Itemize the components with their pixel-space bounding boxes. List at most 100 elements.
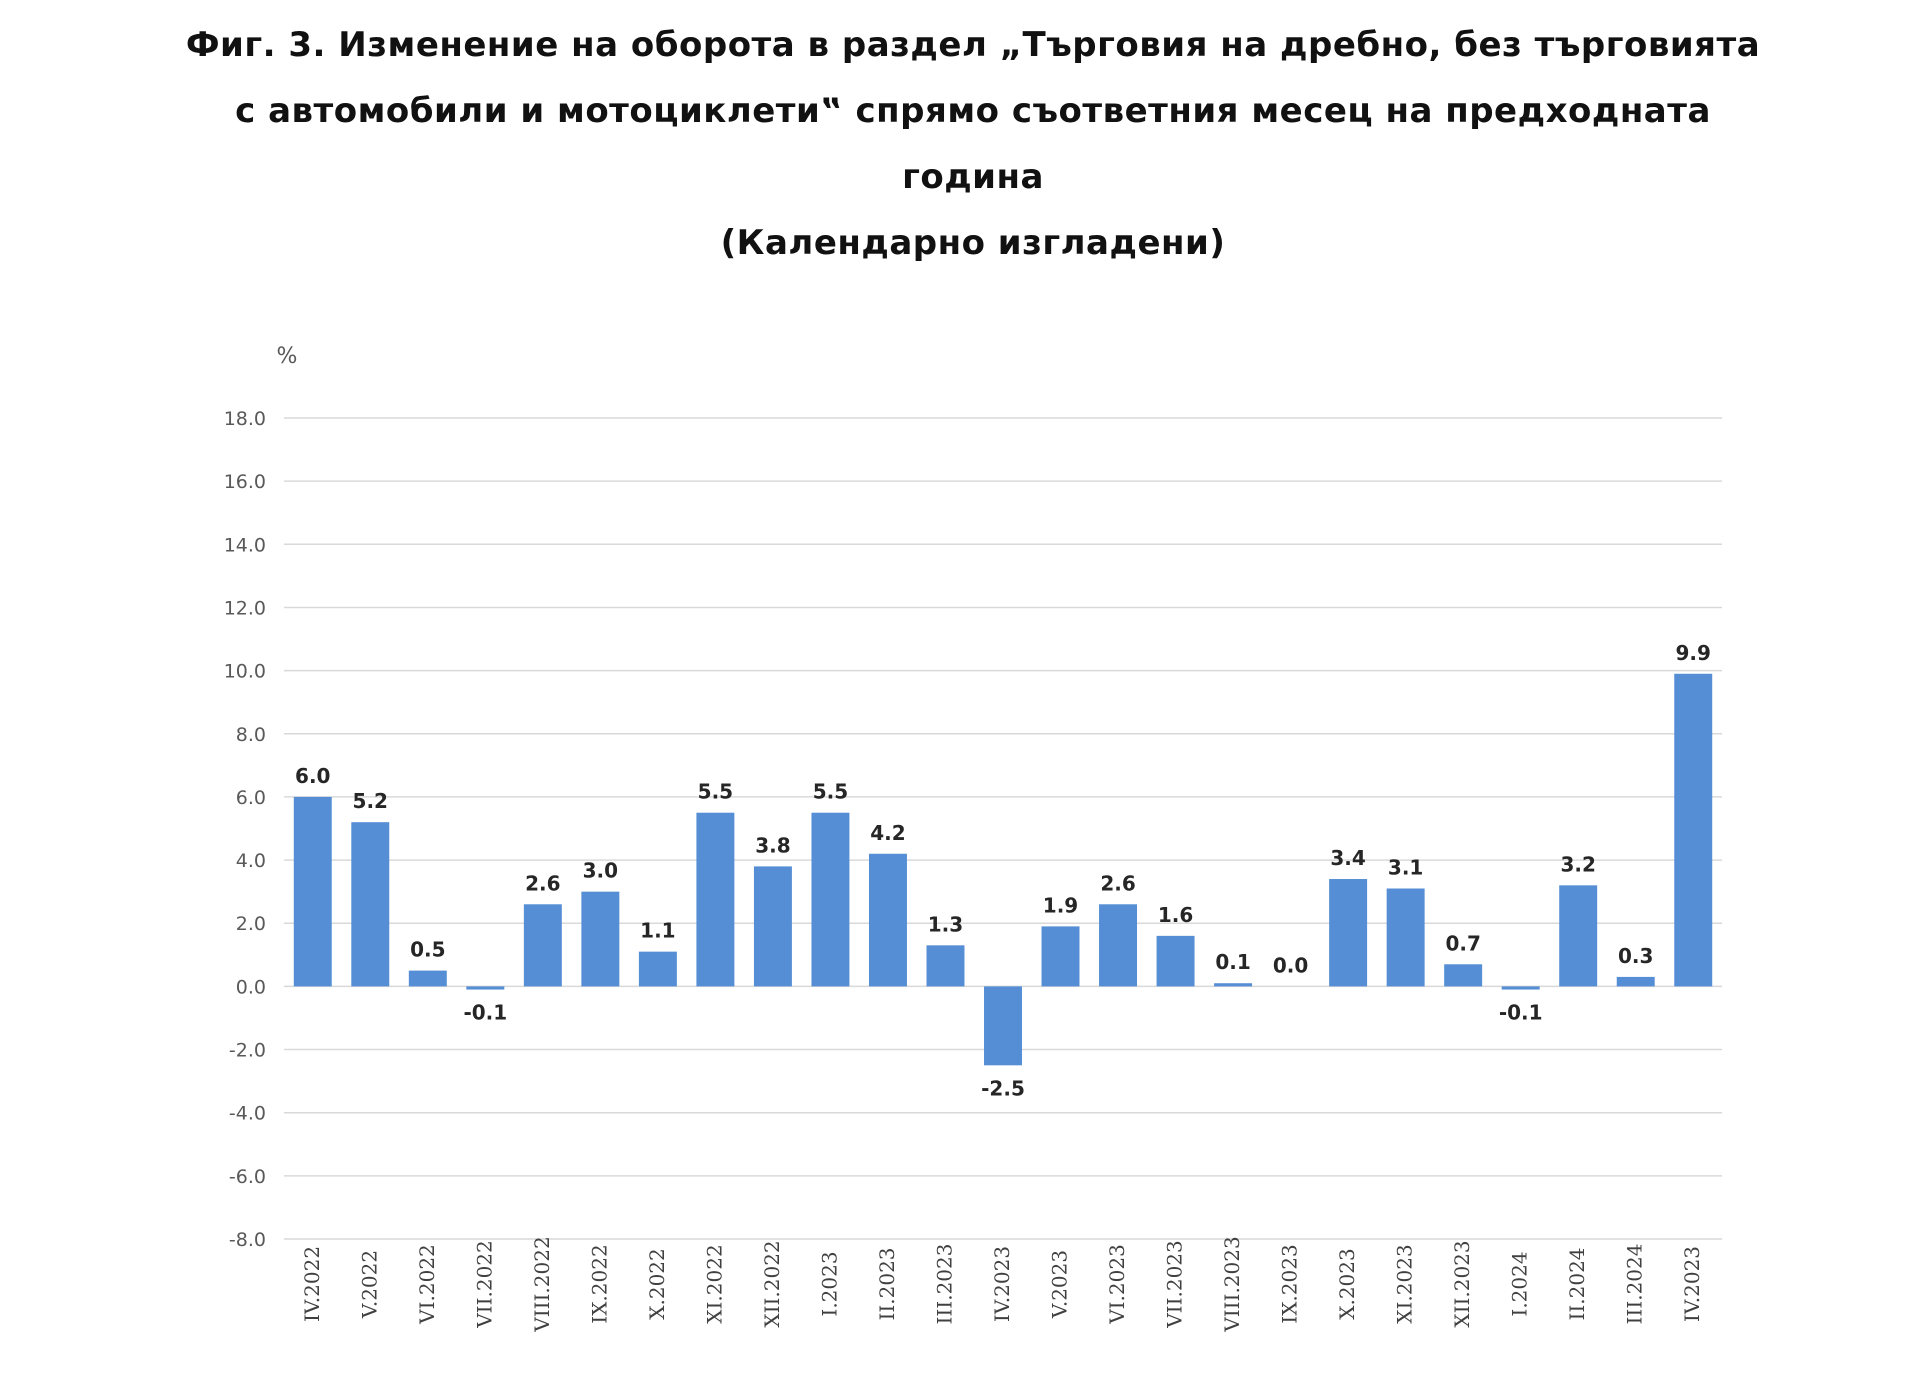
x-tick-label: VII.2023 — [1163, 1240, 1187, 1329]
x-tick-label: I.2024 — [1508, 1251, 1532, 1316]
y-tick-label: 12.0 — [224, 597, 266, 619]
bar — [1156, 935, 1195, 987]
x-tick-label: II.2023 — [875, 1247, 899, 1320]
x-tick-label: XI.2022 — [702, 1244, 726, 1323]
x-tick-label: I.2023 — [817, 1251, 841, 1316]
y-axis-ticks: 18.0 16.0 14.0 12.0 10.0 8.0 6.0 4.0 2.0 0.0 -2.0 -… — [224, 408, 266, 1251]
x-tick-label: VIII.2022 — [530, 1236, 554, 1332]
bar — [638, 951, 677, 987]
data-labels: 6.0 5.2 0.5 -0.1 2.6 3.0 1.1 5.5 3.8 5.5 4.2 1.3 -2.… — [295, 641, 1711, 1101]
x-tick-label: IV.2023 — [1680, 1246, 1704, 1322]
x-tick-label: X.2023 — [1335, 1248, 1359, 1320]
bar — [1616, 976, 1655, 987]
x-tick-label: VIII.2023 — [1220, 1236, 1244, 1332]
data-label: 0.5 — [410, 938, 445, 962]
data-label: -2.5 — [981, 1076, 1025, 1100]
bar — [1501, 986, 1540, 990]
data-label: 1.9 — [1043, 893, 1078, 917]
data-label: 5.5 — [698, 780, 733, 804]
y-tick-label: -2.0 — [229, 1040, 266, 1062]
x-tick-label: VI.2022 — [415, 1244, 439, 1325]
bar — [753, 866, 792, 987]
data-label: 6.0 — [295, 764, 330, 788]
data-label: 3.1 — [1388, 855, 1423, 879]
data-label: 0.0 — [1273, 953, 1308, 977]
y-tick-label: 14.0 — [224, 534, 266, 556]
bar — [696, 812, 735, 987]
y-tick-label: -4.0 — [229, 1103, 266, 1125]
y-tick-label: 16.0 — [224, 471, 266, 493]
y-tick-label: 4.0 — [236, 850, 266, 872]
data-label: 1.1 — [640, 919, 675, 943]
data-label: 4.2 — [870, 821, 905, 845]
x-tick-label: VI.2023 — [1105, 1244, 1129, 1325]
chart-title-line-2: с автомобили и мотоциклети‟ спрямо съотв… — [235, 91, 1711, 131]
data-label: 1.6 — [1158, 903, 1193, 927]
x-tick-label: IX.2023 — [1278, 1244, 1302, 1323]
chart-title-line-1: Фиг. 3. Изменение на оборота в раздел „Т… — [185, 25, 1761, 65]
x-tick-label: VII.2022 — [472, 1240, 496, 1329]
bar — [868, 853, 907, 987]
bar — [1444, 964, 1483, 987]
data-label: 3.2 — [1560, 852, 1595, 876]
bar — [1041, 926, 1080, 987]
bar — [1559, 885, 1598, 987]
y-tick-label: 8.0 — [236, 724, 266, 746]
data-label: 0.7 — [1445, 931, 1480, 955]
bar — [293, 796, 332, 987]
data-label: 5.2 — [353, 789, 388, 813]
data-label: 3.4 — [1330, 846, 1365, 870]
x-tick-label: IV.2022 — [300, 1246, 324, 1322]
y-tick-label: 2.0 — [236, 913, 266, 935]
x-tick-label: XII.2023 — [1450, 1240, 1474, 1327]
bar — [1214, 983, 1253, 987]
x-tick-label: X.2022 — [645, 1248, 669, 1320]
gridlines — [284, 417, 1722, 1240]
data-label: 2.6 — [1100, 871, 1135, 895]
data-label: -0.1 — [463, 1001, 507, 1025]
y-tick-label: 0.0 — [236, 976, 266, 998]
x-tick-label: IV.2023 — [990, 1246, 1014, 1322]
bar — [1329, 879, 1368, 987]
y-tick-label: -6.0 — [229, 1166, 266, 1188]
y-tick-label: 18.0 — [224, 408, 266, 430]
data-label: 0.3 — [1618, 944, 1653, 968]
bar — [523, 904, 562, 987]
data-label: 5.5 — [813, 780, 848, 804]
x-tick-label: V.2023 — [1048, 1250, 1072, 1319]
y-tick-label: 6.0 — [236, 787, 266, 809]
chart-title: Фиг. 3. Изменение на оборота в раздел „Т… — [0, 12, 1920, 276]
data-label: 3.8 — [755, 833, 790, 857]
y-tick-label: 10.0 — [224, 661, 266, 683]
x-tick-label: IX.2022 — [587, 1244, 611, 1323]
x-tick-label: III.2023 — [932, 1244, 956, 1325]
data-label: 9.9 — [1676, 641, 1711, 665]
chart-title-line-3: година — [902, 157, 1044, 197]
x-axis-ticks: IV.2022 V.2022 VI.2022 VII.2022 VIII.2022 IX.… — [300, 1236, 1704, 1332]
x-tick-label: XII.2022 — [760, 1240, 784, 1327]
bars — [293, 673, 1713, 1066]
data-label: 2.6 — [525, 871, 560, 895]
data-label: 1.3 — [928, 912, 963, 936]
bar — [1099, 904, 1138, 987]
data-label: 0.1 — [1215, 950, 1250, 974]
bar — [1386, 888, 1425, 987]
bar — [1674, 673, 1713, 987]
bar — [926, 945, 965, 987]
x-tick-label: XI.2023 — [1393, 1244, 1417, 1323]
bar — [408, 970, 447, 987]
x-tick-label: III.2024 — [1623, 1244, 1647, 1325]
data-label: -0.1 — [1499, 1001, 1543, 1025]
x-tick-label: V.2022 — [357, 1250, 381, 1319]
bar — [351, 822, 390, 987]
chart-subtitle: (Календарно изгладени) — [720, 223, 1226, 263]
y-tick-label: -8.0 — [229, 1229, 266, 1251]
bar — [984, 986, 1022, 1066]
bar — [466, 986, 505, 990]
bar — [581, 891, 620, 987]
y-axis-label: % — [277, 344, 298, 369]
bar — [811, 812, 850, 987]
data-label: 3.0 — [583, 859, 618, 883]
x-tick-label: II.2024 — [1565, 1247, 1589, 1320]
